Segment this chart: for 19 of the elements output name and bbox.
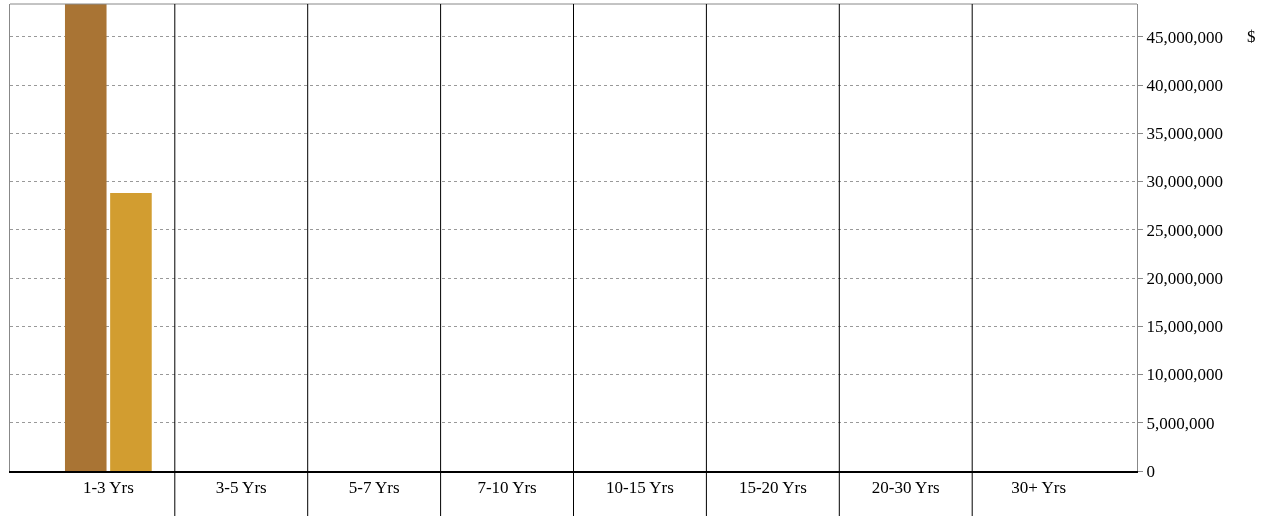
y-axis-title: $ xyxy=(1247,27,1256,46)
x-tick-label: 15-20 Yrs xyxy=(738,478,807,498)
y-tick-label: 35,000,000 xyxy=(1146,124,1223,144)
y-tick-label: 40,000,000 xyxy=(1146,76,1223,95)
y-tick-label: 0 xyxy=(1146,461,1155,481)
y-tick-label: 30,000,000 xyxy=(1146,172,1223,192)
y-tick-label: 10,000,000 xyxy=(1146,365,1223,385)
x-tick-label: 30+ Yrs xyxy=(1011,478,1067,498)
x-tick-label: 20-30 Yrs xyxy=(871,478,940,498)
y-tick-label: 15,000,000 xyxy=(1146,317,1223,337)
x-tick-label: 10-15 Yrs xyxy=(606,478,674,498)
y-tick-label: 45,000,000 xyxy=(1146,27,1223,47)
x-tick-label: 3-5 Yrs xyxy=(215,478,267,498)
x-tick-label: 7-10 Yrs xyxy=(477,478,537,498)
y-tick-label: 25,000,000 xyxy=(1146,220,1223,240)
y-tick-label: 5,000,000 xyxy=(1146,413,1215,433)
x-tick-label: 5-7 Yrs xyxy=(348,478,400,498)
x-tick-label: 1-3 Yrs xyxy=(82,478,134,498)
y-tick-label: 20,000,000 xyxy=(1146,268,1223,288)
